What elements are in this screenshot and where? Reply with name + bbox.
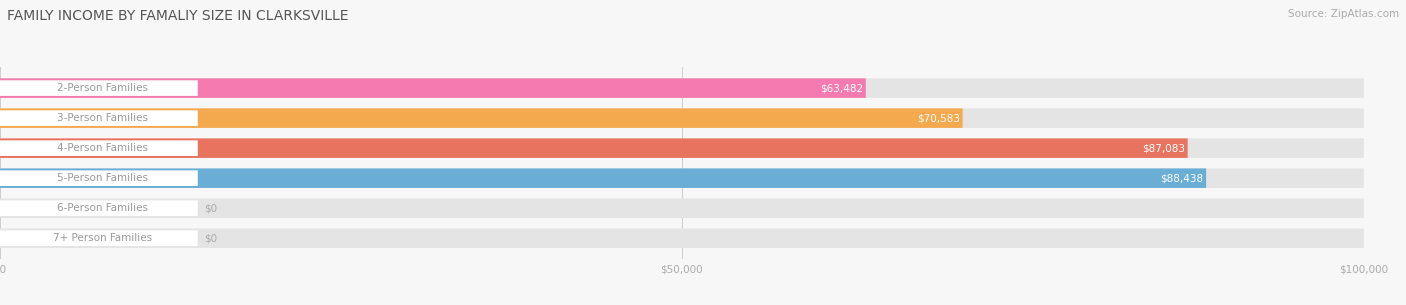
- Text: $70,583: $70,583: [917, 113, 960, 123]
- Text: 3-Person Families: 3-Person Families: [58, 113, 148, 123]
- Text: $88,438: $88,438: [1160, 173, 1204, 183]
- Text: Source: ZipAtlas.com: Source: ZipAtlas.com: [1288, 9, 1399, 19]
- FancyBboxPatch shape: [0, 168, 1206, 188]
- FancyBboxPatch shape: [0, 78, 1364, 98]
- FancyBboxPatch shape: [0, 228, 1364, 248]
- Text: 4-Person Families: 4-Person Families: [58, 143, 148, 153]
- FancyBboxPatch shape: [0, 80, 198, 96]
- Text: $0: $0: [205, 233, 218, 243]
- FancyBboxPatch shape: [0, 78, 866, 98]
- FancyBboxPatch shape: [0, 140, 198, 156]
- Text: 7+ Person Families: 7+ Person Families: [53, 233, 152, 243]
- FancyBboxPatch shape: [0, 168, 1364, 188]
- FancyBboxPatch shape: [0, 170, 198, 186]
- FancyBboxPatch shape: [0, 138, 1364, 158]
- Text: $0: $0: [205, 203, 218, 213]
- FancyBboxPatch shape: [0, 108, 963, 128]
- FancyBboxPatch shape: [0, 108, 1364, 128]
- Text: FAMILY INCOME BY FAMALIY SIZE IN CLARKSVILLE: FAMILY INCOME BY FAMALIY SIZE IN CLARKSV…: [7, 9, 349, 23]
- Text: 6-Person Families: 6-Person Families: [58, 203, 148, 213]
- Text: $63,482: $63,482: [820, 83, 863, 93]
- FancyBboxPatch shape: [0, 200, 198, 216]
- FancyBboxPatch shape: [0, 231, 198, 246]
- Text: $87,083: $87,083: [1142, 143, 1185, 153]
- FancyBboxPatch shape: [0, 138, 1188, 158]
- Text: 5-Person Families: 5-Person Families: [58, 173, 148, 183]
- Text: 2-Person Families: 2-Person Families: [58, 83, 148, 93]
- FancyBboxPatch shape: [0, 110, 198, 126]
- FancyBboxPatch shape: [0, 199, 1364, 218]
